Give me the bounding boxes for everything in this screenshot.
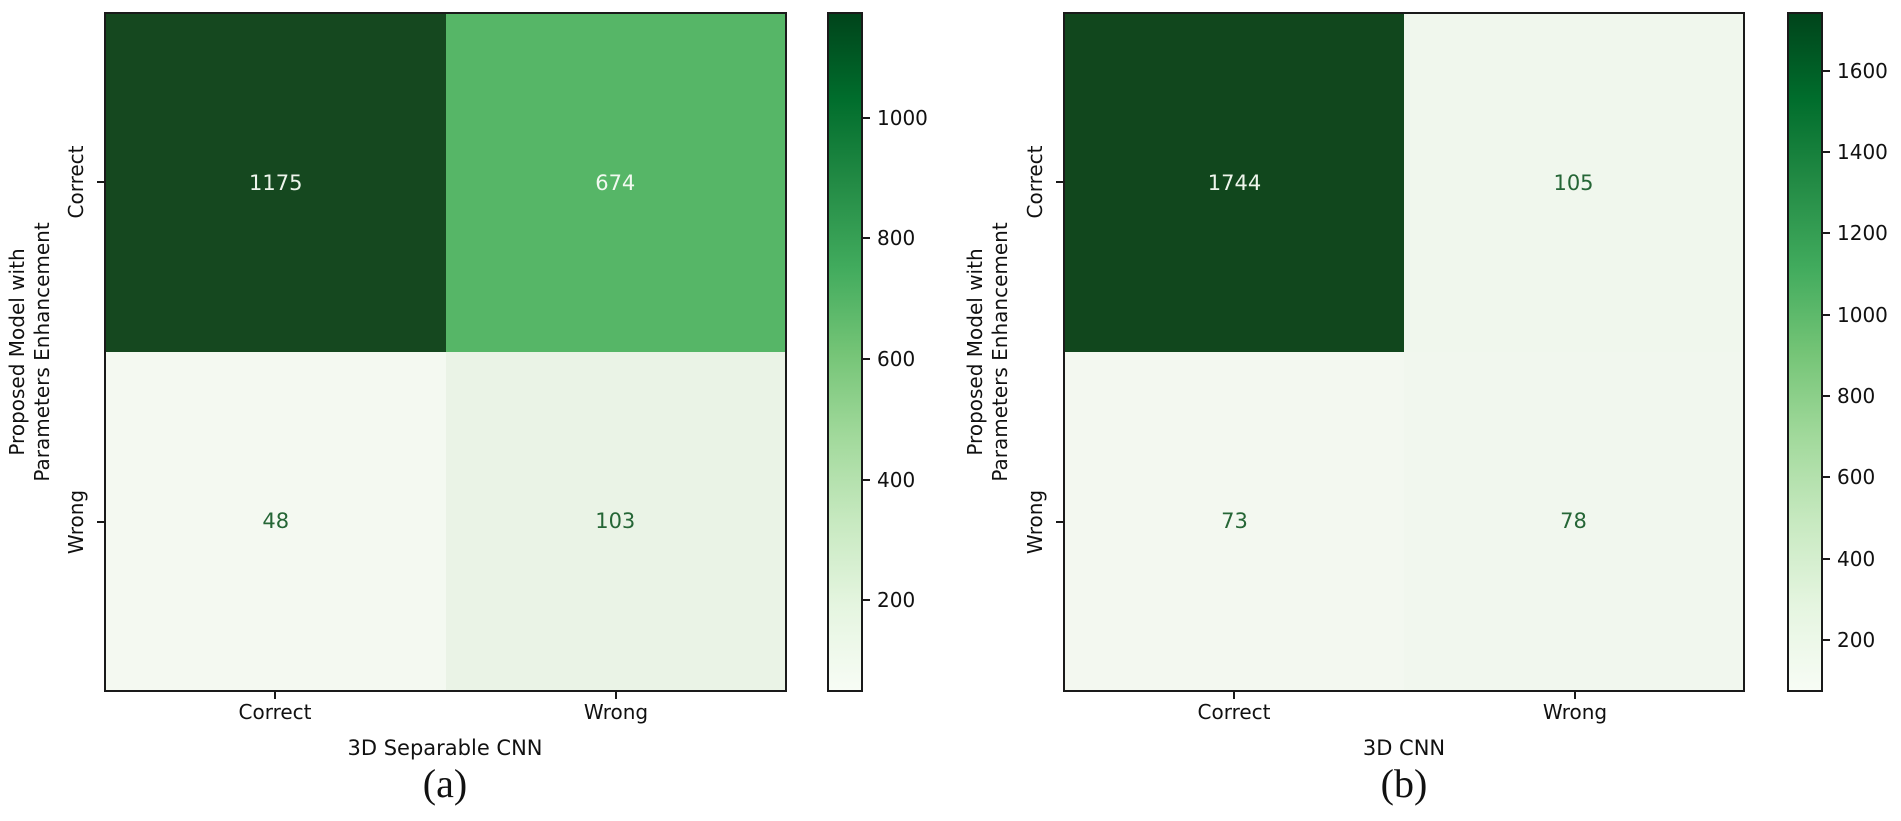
chart-b-colorbar-tick-1000: 1000 [1837,303,1888,327]
chart-b-colorbar-tick-600: 600 [1837,465,1876,489]
chart-a-y-tick-label-wrong: Wrong [64,489,88,555]
cell-value: 78 [1560,509,1587,533]
chart-b-cell-wrong-correct: 73 [1065,352,1404,690]
tick-mark [1574,692,1576,699]
chart-a-heatmap: 1175 674 48 103 [104,12,787,692]
chart-b-cell-wrong-wrong: 78 [1404,352,1743,690]
chart-a-cell-correct-correct: 1175 [106,14,446,352]
chart-b-colorbar [1787,12,1823,692]
tick-mark [863,237,870,239]
chart-b-y-tick-label-correct: Correct [1023,145,1047,219]
tick-mark [863,479,870,481]
tick-mark [1823,639,1830,641]
chart-a-y-tick-label-correct: Correct [64,145,88,219]
tick-mark [1056,521,1063,523]
chart-a-cell-wrong-wrong: 103 [445,352,785,690]
cell-value: 105 [1553,171,1594,195]
tick-mark [1823,232,1830,234]
tick-mark [1823,395,1830,397]
tick-mark [615,692,617,699]
tick-mark [1823,558,1830,560]
tick-mark [1823,314,1830,316]
tick-mark [274,692,276,699]
tick-mark [1823,151,1830,153]
cell-value: 1175 [249,171,303,195]
chart-a-colorbar-tick-200: 200 [877,588,916,612]
tick-mark [1823,476,1830,478]
chart-a-cell-wrong-correct: 48 [106,352,446,690]
chart-a-x-axis-label: 3D Separable CNN [347,736,543,760]
cell-value: 73 [1221,509,1248,533]
chart-b-colorbar-tick-200: 200 [1837,628,1876,652]
cell-value: 674 [595,171,636,195]
tick-mark [1056,181,1063,183]
chart-b-caption: (b) [1380,761,1428,806]
chart-a-y-axis-label: Proposed Model with Parameters Enhanceme… [5,222,54,482]
tick-mark [1233,692,1235,699]
chart-a-colorbar-tick-600: 600 [877,347,916,371]
chart-a-colorbar-tick-1000: 1000 [877,106,928,130]
chart-a-colorbar-tick-400: 400 [877,468,916,492]
cell-value: 103 [595,509,636,533]
chart-b-x-tick-label-wrong: Wrong [1542,700,1608,724]
tick-mark [97,521,104,523]
chart-b-cell-correct-correct: 1744 [1065,14,1404,352]
chart-a-colorbar [827,12,863,692]
tick-mark [1823,70,1830,72]
chart-b-colorbar-tick-1400: 1400 [1837,140,1888,164]
chart-a-colorbar-tick-800: 800 [877,226,916,250]
tick-mark [863,358,870,360]
tick-mark [863,117,870,119]
chart-b-cell-correct-wrong: 105 [1404,14,1743,352]
cell-value: 1744 [1207,171,1262,195]
chart-b-heatmap: 1744 105 73 78 [1063,12,1745,692]
chart-b-colorbar-tick-800: 800 [1837,384,1876,408]
chart-b-x-tick-label-correct: Correct [1197,700,1271,724]
chart-b-y-tick-label-wrong: Wrong [1023,489,1047,555]
chart-b-colorbar-tick-400: 400 [1837,547,1876,571]
chart-a-x-tick-label-wrong: Wrong [583,700,649,724]
chart-b-x-axis-label: 3D CNN [1362,736,1446,760]
chart-a-cell-correct-wrong: 674 [445,14,785,352]
tick-mark [97,181,104,183]
chart-a-x-tick-label-correct: Correct [238,700,312,724]
tick-mark [863,599,870,601]
chart-a-caption: (a) [422,761,468,806]
chart-b-colorbar-tick-1600: 1600 [1837,59,1888,83]
chart-b-colorbar-tick-1200: 1200 [1837,221,1888,245]
cell-value: 48 [262,509,290,533]
chart-b-y-axis-label: Proposed Model with Parameters Enhanceme… [963,222,1012,482]
